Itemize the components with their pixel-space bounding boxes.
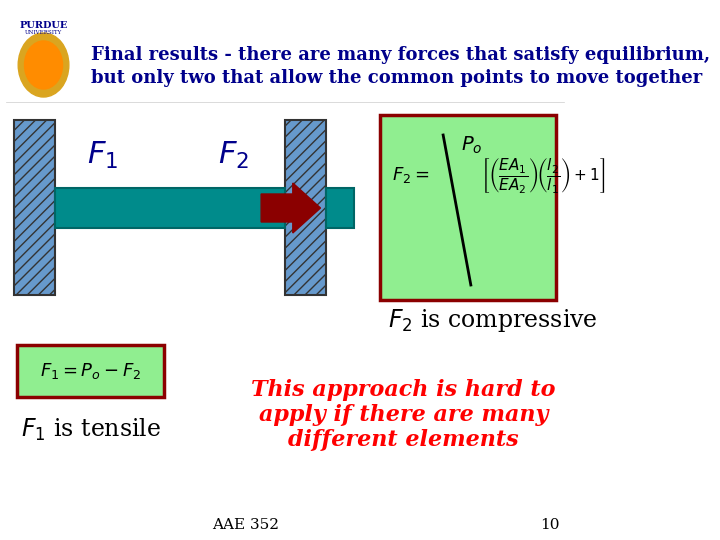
Text: apply if there are many: apply if there are many xyxy=(259,404,548,426)
Text: $F_1 = P_o - F_2$: $F_1 = P_o - F_2$ xyxy=(40,361,142,381)
Text: $F_2$: $F_2$ xyxy=(218,139,249,171)
Text: different elements: different elements xyxy=(288,429,519,451)
Text: UNIVERSITY: UNIVERSITY xyxy=(25,30,62,36)
FancyBboxPatch shape xyxy=(17,345,164,397)
Bar xyxy=(285,120,326,295)
Text: This approach is hard to: This approach is hard to xyxy=(251,379,556,401)
Text: but only two that allow the common points to move together: but only two that allow the common point… xyxy=(91,69,702,87)
Circle shape xyxy=(18,33,69,97)
Text: AAE 352: AAE 352 xyxy=(212,518,279,532)
Text: $F_1$ is tensile: $F_1$ is tensile xyxy=(21,417,161,443)
Text: $P_o$: $P_o$ xyxy=(462,134,483,156)
Bar xyxy=(55,188,285,228)
Text: $F_2$ is compressive: $F_2$ is compressive xyxy=(388,307,598,334)
Text: Final results - there are many forces that satisfy equilibrium,: Final results - there are many forces th… xyxy=(91,46,710,64)
Bar xyxy=(14,120,55,295)
FancyArrow shape xyxy=(261,183,320,233)
Text: PURDUE: PURDUE xyxy=(19,21,68,30)
Text: 10: 10 xyxy=(540,518,559,532)
Text: $\left[\left(\dfrac{EA_1}{EA_2}\right)\!\left(\dfrac{l_2}{l_1}\right)+1\right]$: $\left[\left(\dfrac{EA_1}{EA_2}\right)\!… xyxy=(481,156,606,194)
Bar xyxy=(326,188,354,228)
Circle shape xyxy=(24,41,63,89)
Text: $F_1$: $F_1$ xyxy=(87,139,119,171)
Text: $F_2 = $: $F_2 = $ xyxy=(392,165,429,185)
FancyBboxPatch shape xyxy=(380,115,556,300)
